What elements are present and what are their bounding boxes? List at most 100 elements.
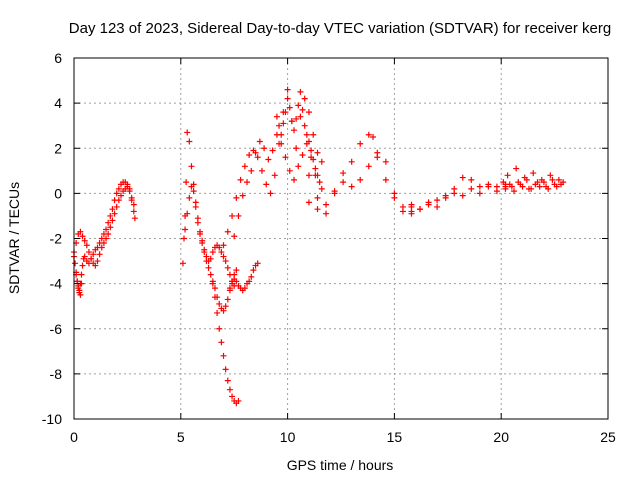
data-point [314, 206, 321, 213]
data-point [545, 185, 552, 192]
data-point [331, 190, 338, 197]
data-point [109, 206, 116, 213]
data-point [417, 206, 424, 213]
data-point [224, 296, 231, 303]
data-point [103, 226, 110, 233]
data-point [365, 131, 372, 138]
data-point [316, 179, 323, 186]
data-point [382, 176, 389, 183]
data-point [286, 167, 293, 174]
data-point [532, 181, 539, 188]
data-point [115, 197, 122, 204]
data-point [239, 192, 246, 199]
data-point [434, 203, 441, 210]
data-point [130, 201, 137, 208]
x-tick-label: 25 [600, 429, 616, 445]
data-point [299, 106, 306, 113]
y-tick-label: -4 [50, 276, 63, 292]
data-point [182, 226, 189, 233]
x-tick-label: 10 [280, 429, 296, 445]
data-point [81, 253, 88, 260]
data-point [248, 273, 255, 280]
data-point [235, 397, 242, 404]
data-point [179, 260, 186, 267]
data-point [547, 172, 554, 179]
data-point [506, 181, 513, 188]
data-point [271, 172, 278, 179]
data-point [216, 244, 223, 251]
data-point [295, 102, 302, 109]
data-point [77, 228, 84, 235]
data-point [224, 228, 231, 235]
data-point [293, 115, 300, 122]
data-point [105, 230, 112, 237]
data-point [540, 179, 547, 186]
x-tick-label: 20 [493, 429, 509, 445]
data-point [558, 181, 565, 188]
data-point [126, 188, 133, 195]
data-point [267, 190, 274, 197]
data-point [229, 212, 236, 219]
data-point [476, 190, 483, 197]
data-point [88, 255, 95, 262]
data-point [197, 228, 204, 235]
data-point [205, 264, 212, 271]
data-point [218, 249, 225, 256]
data-point [493, 188, 500, 195]
data-point [278, 131, 285, 138]
data-point [357, 140, 364, 147]
data-point [94, 258, 101, 265]
data-point [291, 176, 298, 183]
data-point [107, 212, 114, 219]
data-point [233, 194, 240, 201]
data-point [468, 185, 475, 192]
data-point [297, 88, 304, 95]
data-point [280, 120, 287, 127]
data-point [78, 271, 85, 278]
data-point [301, 95, 308, 102]
data-point [75, 285, 82, 292]
data-point [181, 235, 188, 242]
data-point [276, 122, 283, 129]
data-point [113, 190, 120, 197]
data-point [553, 183, 560, 190]
data-point [284, 86, 291, 93]
data-point [83, 242, 90, 249]
data-point [184, 129, 191, 136]
data-point [500, 179, 507, 186]
data-point [308, 147, 315, 154]
chart-title: Day 123 of 2023, Sidereal Day-to-day VTE… [69, 20, 611, 37]
data-point [233, 278, 240, 285]
data-point [226, 271, 233, 278]
data-point [408, 210, 415, 217]
data-point [79, 262, 86, 269]
data-point [201, 246, 208, 253]
data-point [188, 183, 195, 190]
data-point [226, 285, 233, 292]
y-tick-label: 4 [54, 95, 62, 111]
data-point [246, 152, 253, 159]
data-point [203, 253, 210, 260]
data-point [314, 194, 321, 201]
data-point [297, 113, 304, 120]
data-point [105, 219, 112, 226]
data-point [348, 183, 355, 190]
data-point [103, 235, 110, 242]
data-point [211, 294, 218, 301]
data-point [434, 197, 441, 204]
data-point [90, 251, 97, 258]
data-point [188, 163, 195, 170]
data-point [124, 183, 131, 190]
data-point [207, 271, 214, 278]
data-point [218, 339, 225, 346]
data-point [231, 233, 238, 240]
data-point [252, 149, 259, 156]
data-point [85, 249, 92, 256]
data-point [241, 285, 248, 292]
data-point [295, 163, 302, 170]
data-point [107, 224, 114, 231]
data-point [224, 377, 231, 384]
y-axis-label: SDTVAR / TECUs [6, 182, 22, 294]
data-point [113, 203, 120, 210]
